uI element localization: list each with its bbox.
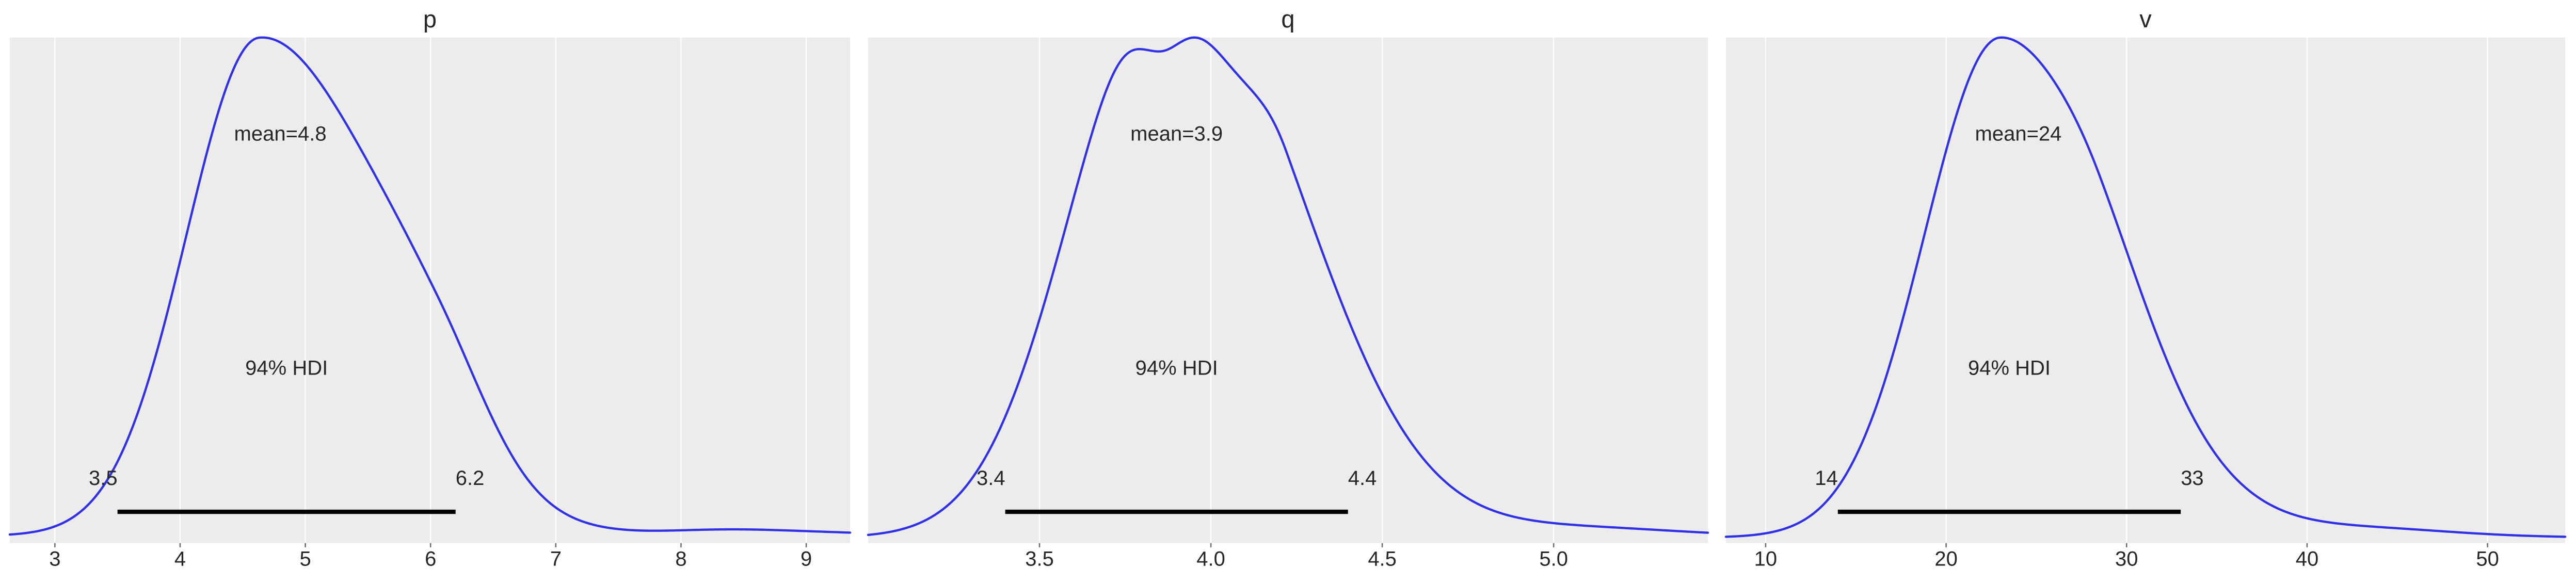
svg-text:5.0: 5.0 (1539, 548, 1568, 571)
svg-text:4: 4 (174, 548, 186, 571)
svg-text:mean=24: mean=24 (1975, 123, 2062, 145)
svg-text:94% HDI: 94% HDI (245, 356, 328, 379)
svg-text:10: 10 (1754, 548, 1778, 571)
svg-text:94% HDI: 94% HDI (1968, 356, 2051, 379)
svg-text:5: 5 (299, 548, 311, 571)
svg-text:8: 8 (675, 548, 686, 571)
svg-text:mean=4.8: mean=4.8 (234, 123, 327, 145)
svg-text:mean=3.9: mean=3.9 (1130, 123, 1223, 145)
svg-text:q: q (1281, 5, 1294, 33)
svg-text:40: 40 (2296, 548, 2319, 571)
svg-text:7: 7 (550, 548, 562, 571)
svg-text:30: 30 (2115, 548, 2138, 571)
svg-text:v: v (2139, 5, 2152, 33)
svg-text:14: 14 (1815, 467, 1838, 490)
svg-text:3.5: 3.5 (89, 467, 118, 490)
svg-text:p: p (423, 5, 437, 33)
svg-text:3.5: 3.5 (1025, 548, 1054, 571)
svg-text:94% HDI: 94% HDI (1135, 356, 1218, 379)
svg-text:4.5: 4.5 (1368, 548, 1397, 571)
svg-text:6.2: 6.2 (456, 467, 485, 490)
svg-text:4.4: 4.4 (1348, 467, 1377, 490)
svg-text:4.0: 4.0 (1196, 548, 1225, 571)
svg-text:3: 3 (49, 548, 60, 571)
svg-text:3.4: 3.4 (977, 467, 1005, 490)
svg-text:33: 33 (2181, 467, 2204, 490)
svg-text:9: 9 (801, 548, 812, 571)
svg-text:20: 20 (1934, 548, 1958, 571)
svg-text:6: 6 (425, 548, 436, 571)
svg-text:50: 50 (2476, 548, 2499, 571)
